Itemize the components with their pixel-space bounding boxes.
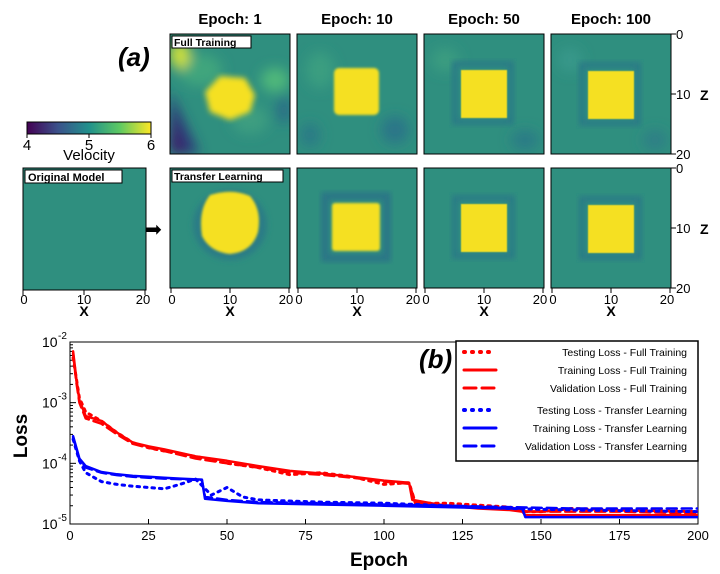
row-label-transfer-learning: Transfer Learning: [174, 171, 263, 183]
y-tick-label-exp: -4: [58, 452, 67, 463]
orig-x-tick-20: 20: [136, 292, 150, 307]
y-tick-label-base: 10: [42, 455, 58, 471]
y-tick-label-base: 10: [42, 395, 58, 411]
original-model-panel: Original Model 0 10 20 X: [20, 167, 150, 319]
x-tick-label-75: 75: [298, 528, 312, 543]
xb1-tick-20: 20: [279, 292, 293, 307]
loss-ylabel: Loss: [11, 414, 32, 458]
frame-a3: [423, 33, 545, 155]
panel-a-label: (a): [118, 42, 150, 72]
z-bottom-tick-10: 10: [676, 221, 690, 236]
transfer-learning-epoch-50: [424, 168, 544, 288]
xb1-tick-10: 10: [223, 292, 237, 307]
xb4-label: X: [606, 303, 616, 319]
y-tick-label-base: 10: [42, 516, 58, 532]
panel-b-label: (b): [419, 344, 452, 374]
velocity-colorbar: 4 5 6 Velocity: [23, 121, 155, 164]
z-bottom-tick-20: 20: [676, 281, 690, 296]
legend-label-1: Training Loss - Full Training: [558, 365, 687, 377]
x-tick-label-25: 25: [141, 528, 155, 543]
z-top-tick-10: 10: [676, 87, 690, 102]
legend-label-2: Validation Loss - Full Training: [550, 383, 687, 395]
z-top-tick-0: 0: [676, 27, 683, 42]
colorbar-title: Velocity: [63, 147, 115, 164]
xb2-tick-10: 10: [350, 292, 364, 307]
x-tick-label-0: 0: [66, 528, 73, 543]
full-training-epoch-100: [551, 34, 671, 154]
xb3-tick-10: 10: [477, 292, 491, 307]
loss-series: [71, 350, 698, 519]
colorbar-tick-5: 5: [85, 137, 93, 154]
xb1-label: X: [225, 303, 235, 319]
xb2-tick-0: 0: [295, 292, 302, 307]
z-top-tick-20: 20: [676, 147, 690, 162]
transfer-learning-epoch-100: [551, 168, 671, 288]
xb2-label: X: [352, 303, 362, 319]
legend-label-3: Testing Loss - Transfer Learning: [537, 405, 687, 417]
x-tick-label-175: 175: [609, 528, 631, 543]
series-line-training-loss-full-training: [71, 350, 698, 517]
y-tick-label-exp: -5: [58, 513, 67, 524]
frame-a2: [296, 33, 418, 155]
xb1-tick-0: 0: [168, 292, 175, 307]
label-box-full: [171, 35, 252, 49]
loss-xlabel: Epoch: [350, 550, 408, 571]
transfer-learning-epoch-1: [170, 168, 290, 288]
z-bottom-label: Z: [700, 221, 709, 237]
y-tick-label-exp: -2: [58, 331, 67, 342]
z-axis-bottom: 0 10 20 Z: [671, 161, 709, 296]
legend-label-5: Validation Loss - Transfer Learning: [525, 441, 687, 453]
legend-label-4: Training Loss - Transfer Learning: [533, 423, 687, 435]
z-bottom-tick-0: 0: [676, 161, 683, 176]
x-tick-label-150: 150: [530, 528, 552, 543]
xb2-tick-20: 20: [406, 292, 420, 307]
transfer-arrow-icon: ➡: [145, 217, 162, 241]
loss-legend: Testing Loss - Full Training Training Los…: [455, 340, 699, 462]
x-tick-label-50: 50: [220, 528, 234, 543]
epoch-title-1: Epoch: 1: [198, 11, 261, 28]
epoch-title-100: Epoch: 100: [571, 11, 651, 28]
orig-x-label: X: [79, 303, 89, 319]
xb3-tick-0: 0: [422, 292, 429, 307]
legend-label-0: Testing Loss - Full Training: [562, 347, 687, 359]
original-model-label: Original Model: [28, 172, 104, 184]
row-label-full-training: Full Training: [174, 37, 236, 49]
y-tick-label-exp: -3: [58, 392, 67, 403]
epoch-title-50: Epoch: 50: [448, 11, 520, 28]
label-box-transfer: [171, 169, 284, 183]
x-tick-label-200: 200: [687, 528, 709, 543]
xb4-tick-20: 20: [660, 292, 674, 307]
x-axes-bottom-row: 0 10 20 X 0 10 20 X 0 10 20 X 0 10 20 X: [168, 288, 674, 319]
x-tick-label-100: 100: [373, 528, 395, 543]
z-axis-top: 0 10 20 Z: [671, 27, 709, 162]
x-tick-label-125: 125: [452, 528, 474, 543]
xb3-tick-20: 20: [533, 292, 547, 307]
frame-a1: [169, 33, 291, 155]
colorbar-tick-4: 4: [23, 137, 31, 154]
full-training-epoch-1: [170, 34, 290, 154]
xb3-label: X: [479, 303, 489, 319]
transfer-learning-epoch-10: [297, 168, 417, 288]
full-training-epoch-10: [297, 34, 417, 154]
z-top-label: Z: [700, 87, 709, 103]
full-training-epoch-50: [424, 34, 544, 154]
orig-x-tick-0: 0: [20, 292, 27, 307]
y-tick-label-base: 10: [42, 334, 58, 350]
series-line-validation-loss-transfer-learning: [71, 435, 698, 510]
colorbar-tick-6: 6: [147, 137, 155, 154]
xb4-tick-10: 10: [604, 292, 618, 307]
orig-x-tick-10: 10: [77, 292, 91, 307]
xb4-tick-0: 0: [549, 292, 556, 307]
epoch-title-10: Epoch: 10: [321, 11, 393, 28]
